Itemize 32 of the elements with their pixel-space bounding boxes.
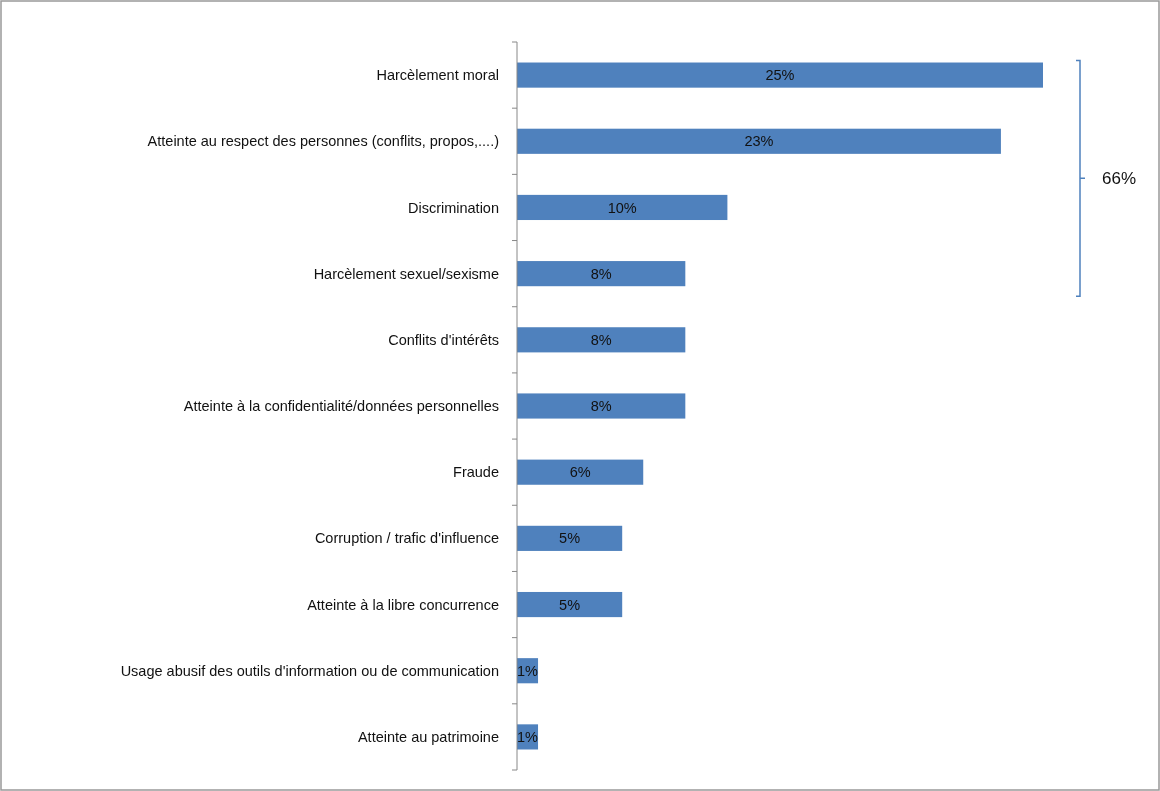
y-tick-label: Atteinte à la libre concurrence: [307, 596, 499, 613]
data-label: 5%: [559, 596, 581, 613]
bar: [517, 194, 728, 221]
bar: [517, 525, 623, 551]
y-tick-label: Atteinte à la confidentialité/données personnelles: [183, 398, 499, 415]
data-label: 5%: [559, 530, 581, 547]
bar: [517, 393, 686, 419]
y-tick-label: Usage abusif des outils d'information ou de communication: [120, 662, 499, 679]
y-tick-label: Atteinte au respect des personnes (conflits, propos,....): [147, 133, 499, 150]
bar: [517, 128, 1001, 154]
text: 66%: [1102, 169, 1137, 189]
data-label: 8%: [590, 331, 612, 348]
data-label: 8%: [590, 265, 612, 282]
data-label: 1%: [517, 662, 539, 679]
data-label: 25%: [765, 67, 795, 84]
data-label: 8%: [590, 398, 612, 415]
data-label: 1%: [517, 728, 539, 745]
data-label: 23%: [744, 133, 774, 150]
bar: [517, 62, 1043, 88]
bar: [517, 459, 644, 485]
y-tick-label: Harcèlement sexuel/sexisme: [313, 265, 499, 282]
y-tick-label: Atteinte au patrimoine: [357, 728, 499, 745]
y-tick-label: Fraude: [453, 464, 499, 481]
bar: [517, 327, 686, 353]
data-label: 6%: [569, 464, 591, 481]
bar: [517, 261, 686, 287]
y-tick-label: Conflits d'intérêts: [388, 331, 499, 348]
y-tick-label: Discrimination: [407, 199, 499, 216]
y-tick-label: Harcèlement moral: [376, 67, 499, 84]
data-label: 10%: [607, 199, 637, 216]
y-tick-label: Corruption / trafic d'influence: [314, 530, 499, 547]
bar: [517, 591, 623, 618]
